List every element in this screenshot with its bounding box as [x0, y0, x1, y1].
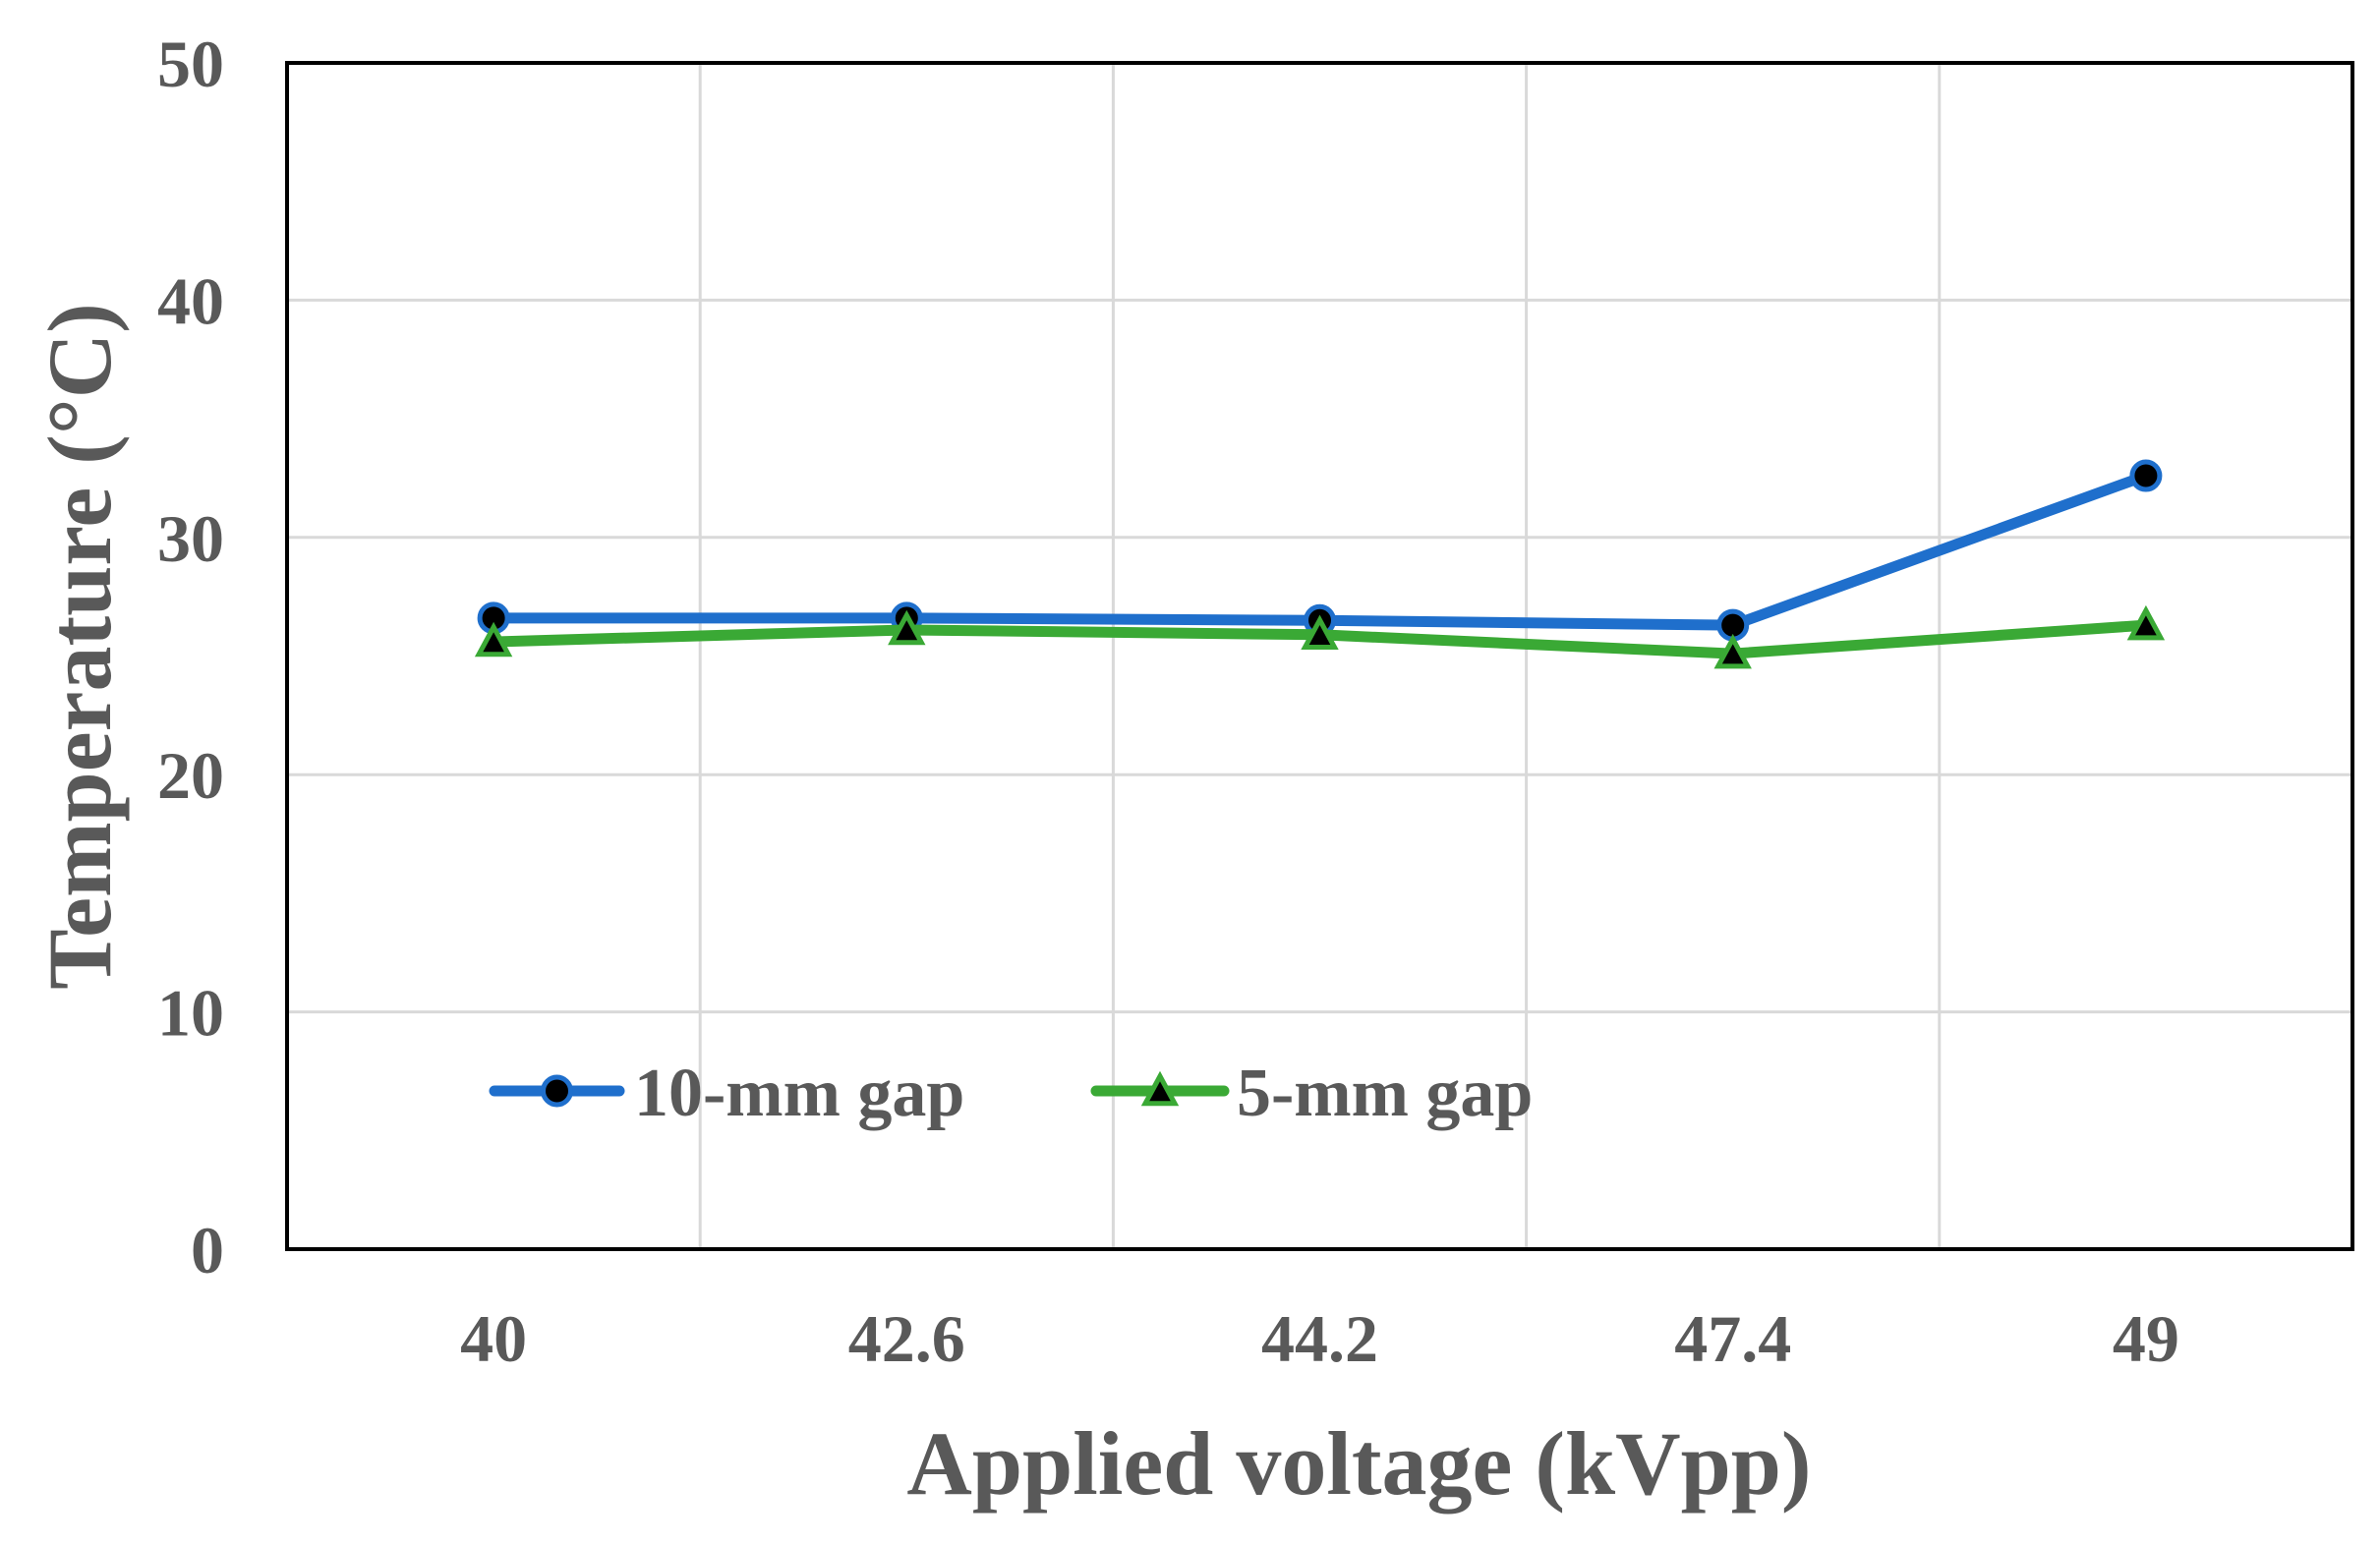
x-axis-ticks: 40 42.6 44.2 47.4 49: [460, 1301, 2179, 1376]
y-tick-label: 30: [157, 501, 224, 576]
x-tick-label: 40: [460, 1301, 527, 1376]
data-point: [2129, 459, 2163, 492]
series-10-mm-gap: [477, 459, 2163, 642]
data-point: [474, 621, 513, 658]
legend: 10-mm gap 5-mm gap: [489, 1056, 1533, 1131]
y-tick-label: 0: [191, 1213, 224, 1287]
data-point: [1301, 614, 1339, 651]
legend-marker: [1140, 1070, 1180, 1107]
data-point: [888, 609, 926, 646]
x-tick-label: 42.6: [848, 1301, 965, 1376]
series-layer: [474, 459, 2166, 669]
x-tick-label: 44.2: [1261, 1301, 1378, 1376]
y-tick-label: 40: [157, 263, 224, 338]
plot-area-frame: [285, 61, 2354, 1251]
x-tick-label: 49: [2113, 1301, 2179, 1376]
legend-item: 5-mm gap: [1090, 1056, 1533, 1131]
data-point: [1713, 633, 1752, 669]
series-line: [488, 470, 2152, 631]
legend-label: 5-mm gap: [1237, 1056, 1533, 1131]
x-axis-title: Applied voltage (kVpp): [906, 1413, 1811, 1514]
legend-marker: [541, 1074, 573, 1108]
y-tick-label: 10: [157, 976, 224, 1051]
y-axis-ticks: 0 10 20 30 40 50: [157, 27, 224, 1287]
legend-label: 10-mm gap: [634, 1056, 964, 1131]
y-tick-label: 50: [157, 27, 224, 101]
legend-item: 10-mm gap: [489, 1056, 964, 1131]
x-tick-label: 47.4: [1674, 1301, 1791, 1376]
y-tick-label: 20: [157, 738, 224, 813]
data-point: [2126, 604, 2166, 641]
series-5-mm-gap: [474, 604, 2166, 669]
y-axis-title: Temperature (°C): [29, 303, 130, 990]
